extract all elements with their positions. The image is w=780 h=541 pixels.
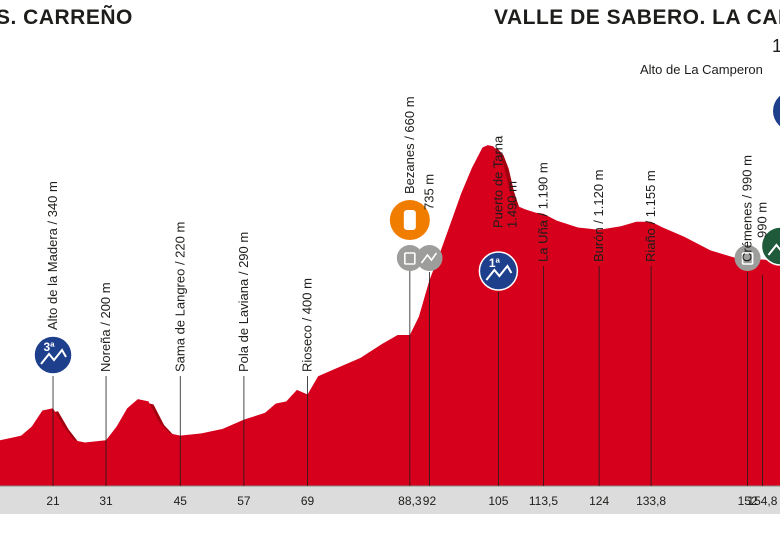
finish-elevation: 1 xyxy=(772,36,780,56)
km-axis-band xyxy=(0,486,780,514)
waypoint-elevation-label: 1.490 m xyxy=(504,181,519,228)
finish-climb-label: Alto de La Camperon xyxy=(640,62,763,77)
mountain-icon xyxy=(40,348,67,365)
services-icon xyxy=(734,245,761,271)
waypoint-label: 735 m xyxy=(421,174,436,210)
elevation-profile xyxy=(0,145,780,486)
km-tick-label: 133,8 xyxy=(636,494,666,508)
km-tick-label: 152 xyxy=(738,494,758,508)
waypoint-label: Bezanes / 660 m xyxy=(402,96,417,194)
start-town-heading: S. CARREÑO xyxy=(0,6,133,29)
bin-icon xyxy=(741,252,754,265)
waypoint-label: Alto de la Madera / 340 m xyxy=(45,181,60,330)
waypoint-label: Pola de Laviana / 290 m xyxy=(236,232,251,372)
mountain-icon xyxy=(485,264,513,281)
km-tick-label: 124 xyxy=(589,494,609,508)
km-tick-label: 69 xyxy=(301,494,315,508)
km-tick-label: 21 xyxy=(46,494,60,508)
waypoint-label: 990 m xyxy=(754,202,769,238)
km-tick-label: 92 xyxy=(423,494,437,508)
km-tick-label: 31 xyxy=(99,494,113,508)
km-tick-label: 88,3 xyxy=(398,494,422,508)
cat1-climb-icon xyxy=(478,251,519,291)
mountain-icon xyxy=(420,252,438,264)
bin-icon xyxy=(404,252,416,265)
bottle-icon xyxy=(403,210,416,230)
cat3-climb-icon xyxy=(33,335,73,375)
services-icon xyxy=(396,245,423,271)
km-tick-label: 57 xyxy=(237,494,251,508)
waypoint-label: Sama de Langreo / 220 m xyxy=(172,222,187,372)
climb-category-label: 1ª xyxy=(489,256,501,270)
km-tick-label: 105 xyxy=(488,494,508,508)
climb-category-label: 3ª xyxy=(43,340,55,354)
finish-town-heading: VALLE DE SABERO. LA CAM xyxy=(494,6,780,29)
cat2-climb-icon xyxy=(760,226,780,266)
waypoint-label: Puerto de Tarna xyxy=(490,135,505,228)
mountain-icon xyxy=(767,243,780,256)
waypoint-label: Burón / 1.120 m xyxy=(591,170,606,263)
km-tick-label: 45 xyxy=(174,494,188,508)
waypoint-label: Riaño / 1.155 m xyxy=(643,170,658,262)
waypoint-label: Crémenes / 990 m xyxy=(740,155,755,262)
waypoint-label: Noreña / 200 m xyxy=(98,282,113,372)
km-tick-label: 113,5 xyxy=(529,494,558,508)
waypoint-label: La Uña / 1.190 m xyxy=(535,162,550,262)
km-tick-label: 154,8 xyxy=(747,494,777,508)
waypoint-label: Rioseco / 400 m xyxy=(300,278,315,372)
finish-climb-icon xyxy=(773,95,780,127)
